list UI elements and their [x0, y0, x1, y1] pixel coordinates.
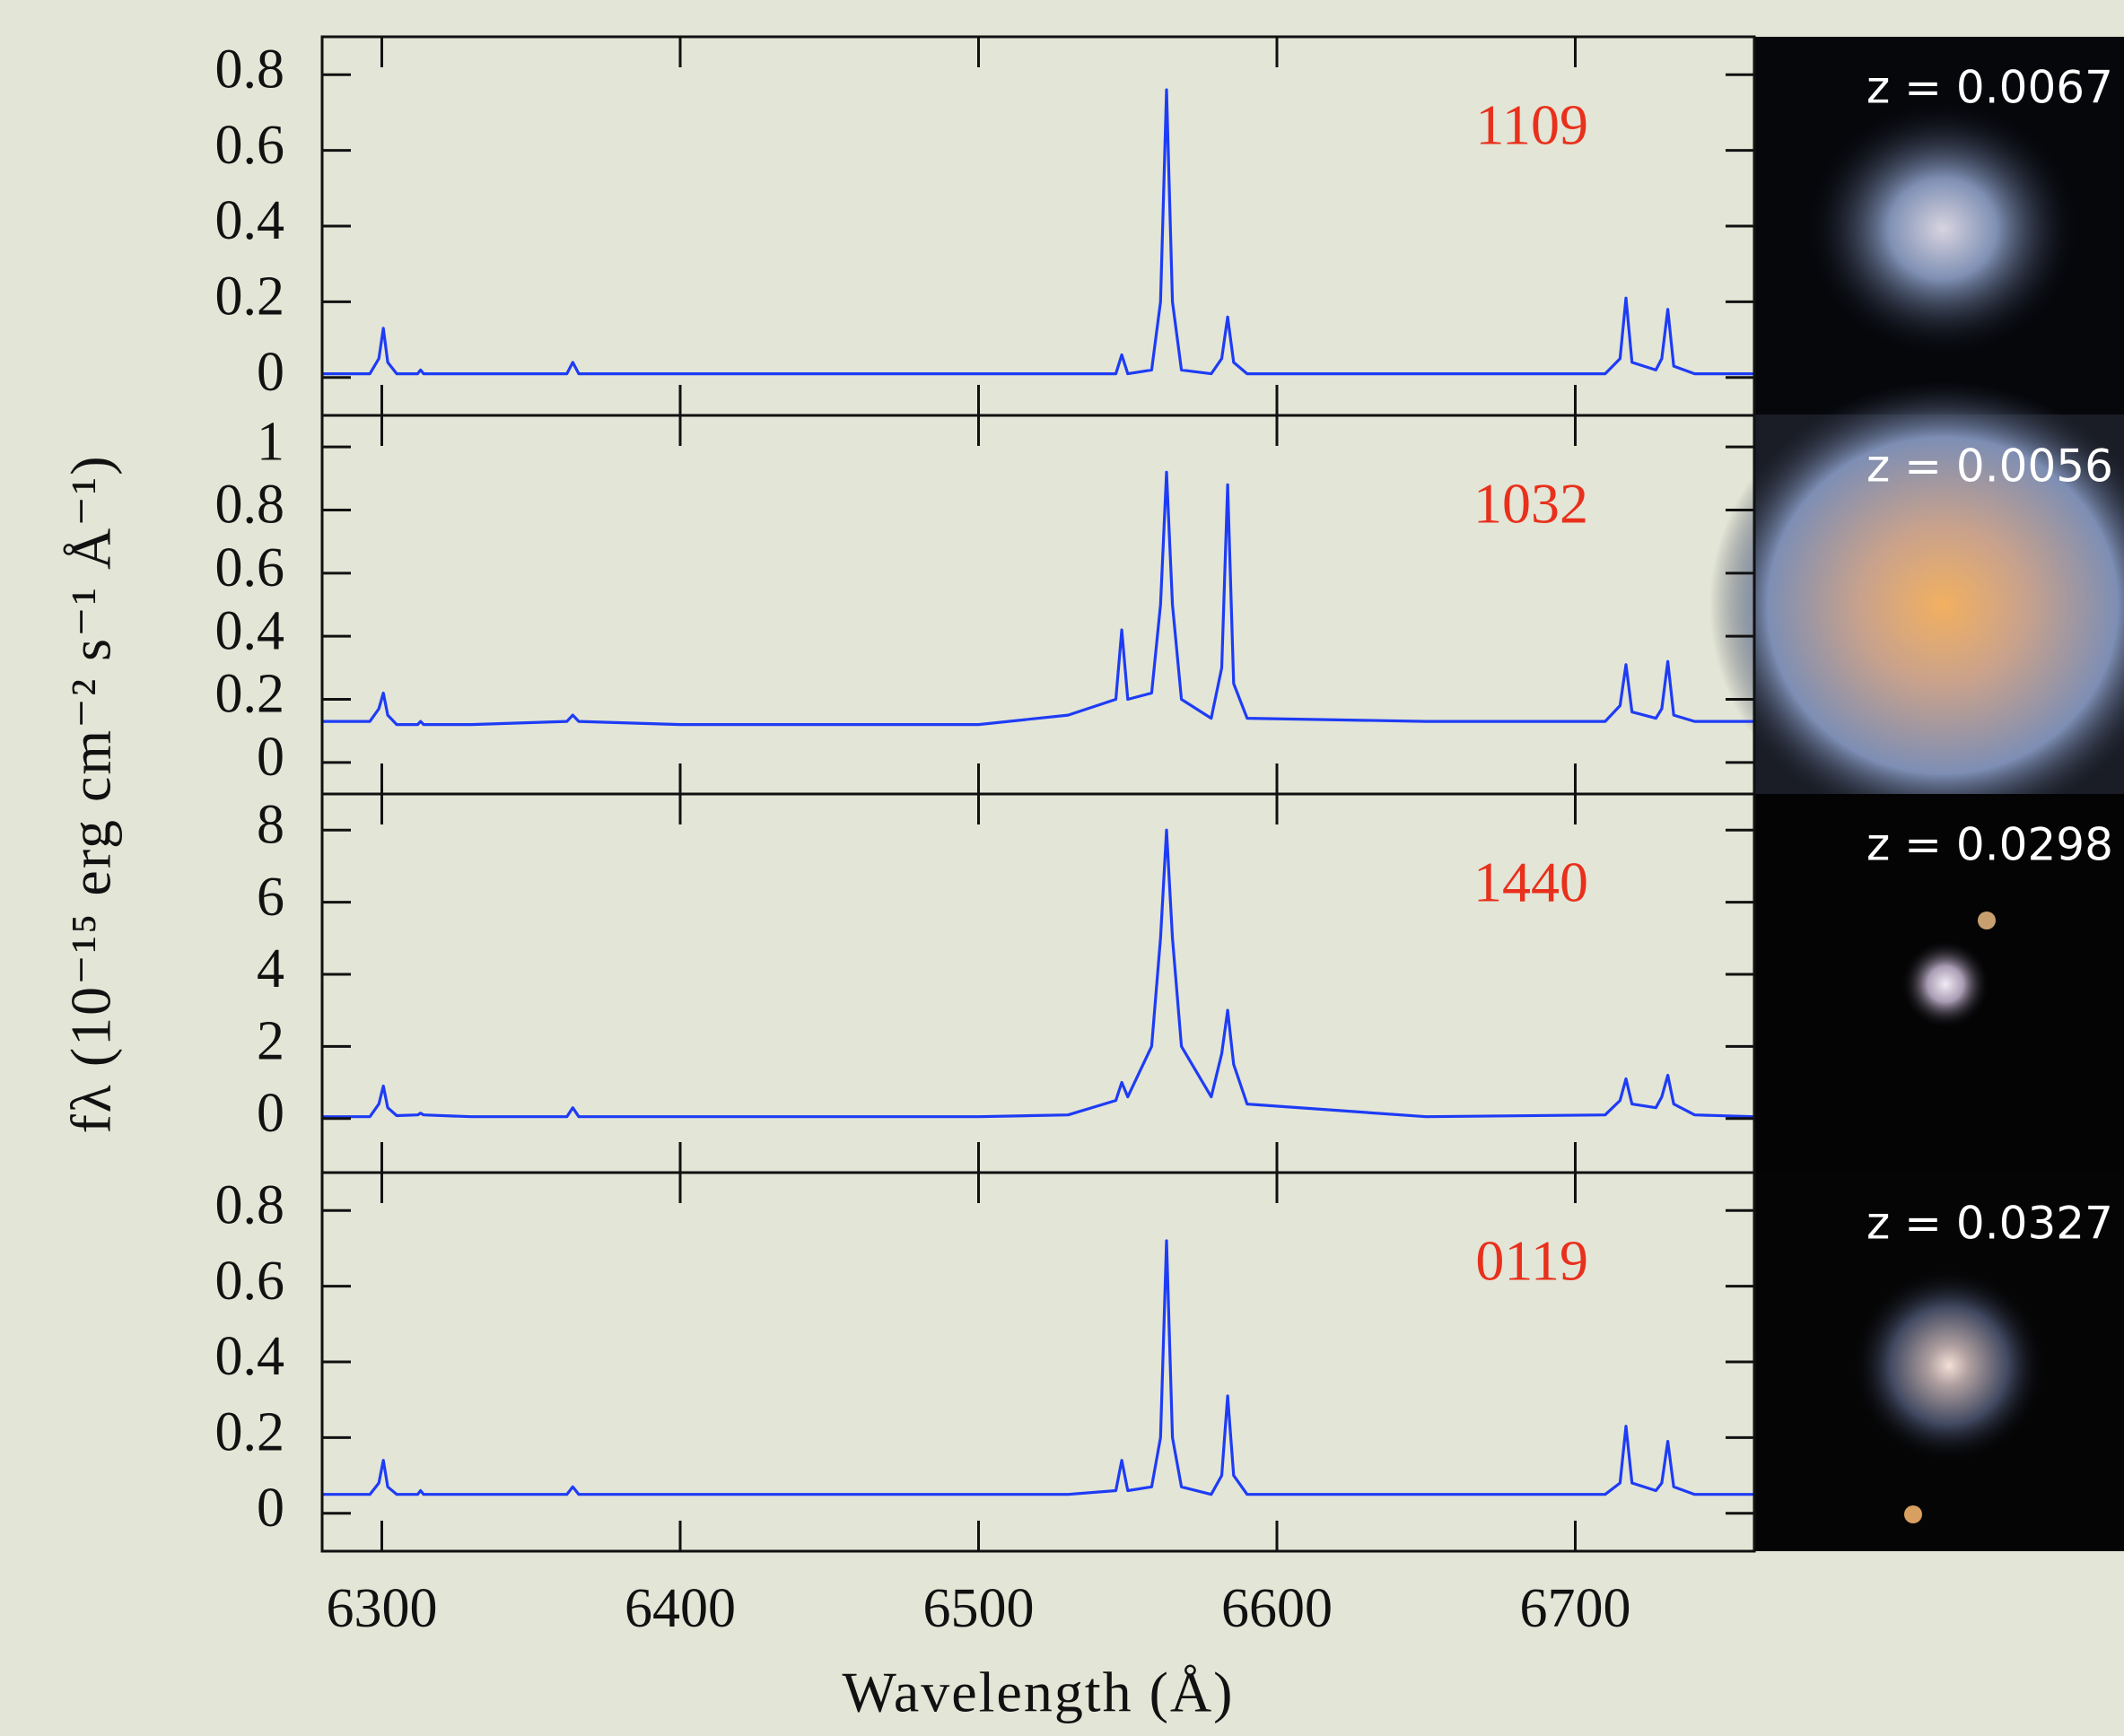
y-tick-label: 0.6 — [215, 537, 285, 598]
y-tick-label: 0.2 — [215, 664, 285, 725]
x-tick-label: 6700 — [1520, 1578, 1631, 1639]
y-tick-label: 0.8 — [215, 1174, 285, 1235]
x-axis-label: Wavelength (Å) — [843, 1661, 1235, 1724]
x-tick-label: 6600 — [1221, 1578, 1333, 1639]
y-tick-label: 0.8 — [215, 39, 285, 100]
redshift-label: z = 0.0327 — [1866, 1198, 2113, 1250]
y-tick-label: 0.8 — [215, 475, 285, 536]
galaxy — [1850, 1267, 2048, 1464]
galaxy — [1709, 381, 2124, 830]
panel-label: 1440 — [1473, 851, 1588, 914]
panel-label: 0119 — [1475, 1229, 1588, 1293]
galaxy — [1808, 103, 2077, 354]
x-tick-label: 6500 — [923, 1578, 1035, 1639]
y-tick-label: 0.6 — [215, 115, 285, 176]
spectrum-line — [322, 828, 1754, 1119]
spectrum-line — [322, 470, 1754, 727]
spectrum-line — [322, 88, 1754, 376]
y-tick-label: 1 — [257, 411, 284, 472]
star — [1904, 1505, 1922, 1523]
y-tick-label: 0 — [257, 342, 284, 403]
y-tick-label: 0 — [257, 727, 284, 788]
y-tick-label: 0.4 — [215, 600, 285, 661]
redshift-label: z = 0.0298 — [1866, 819, 2113, 871]
y-tick-label: 2 — [257, 1011, 284, 1072]
y-tick-label: 0.4 — [215, 190, 285, 251]
redshift-label: z = 0.0067 — [1866, 62, 2113, 114]
y-tick-label: 0.2 — [215, 1402, 285, 1463]
y-tick-label: 0.4 — [215, 1326, 285, 1387]
galaxy — [1901, 939, 1990, 1029]
spectrum-line — [322, 1239, 1754, 1496]
star — [1978, 912, 1996, 929]
redshift-label: z = 0.0056 — [1866, 441, 2113, 493]
y-axis-label: fλ (10⁻¹⁵ erg cm⁻² s⁻¹ Å⁻¹) — [59, 454, 123, 1133]
panel-label: 1032 — [1473, 472, 1588, 536]
panel-label: 1109 — [1475, 93, 1588, 157]
y-tick-label: 0.6 — [215, 1251, 285, 1312]
y-tick-label: 8 — [257, 794, 284, 855]
y-tick-label: 0 — [257, 1478, 284, 1539]
x-tick-label: 6300 — [327, 1578, 438, 1639]
y-tick-label: 0 — [257, 1083, 284, 1144]
y-tick-label: 0.2 — [215, 266, 285, 327]
galaxy-images — [1709, 37, 2124, 1551]
y-tick-label: 4 — [257, 938, 284, 999]
x-tick-label: 6400 — [625, 1578, 736, 1639]
y-tick-label: 6 — [257, 867, 284, 928]
